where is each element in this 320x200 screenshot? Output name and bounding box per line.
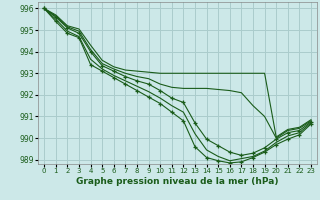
X-axis label: Graphe pression niveau de la mer (hPa): Graphe pression niveau de la mer (hPa) — [76, 177, 279, 186]
